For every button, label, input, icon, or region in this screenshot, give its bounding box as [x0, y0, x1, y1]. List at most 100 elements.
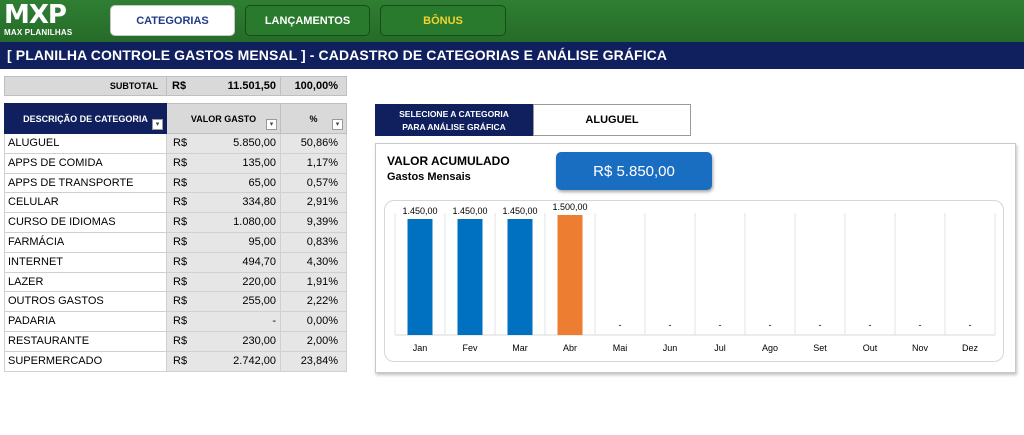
row-category: INTERNET: [4, 252, 167, 273]
table-body: ALUGUEL R$ 5.850,00 50,86% APPS DE COMIDA R$ 1…: [4, 134, 347, 372]
header-description: DESCRIÇÃO DE CATEGORIA ▾: [4, 103, 167, 134]
x-tick-label: Mar: [512, 343, 528, 353]
table-row[interactable]: INTERNET R$ 494,70 4,30%: [4, 252, 347, 273]
row-currency: R$: [173, 315, 188, 328]
row-category: ALUGUEL: [4, 134, 167, 154]
bar-mar[interactable]: [507, 219, 533, 335]
row-percent: 50,86%: [281, 134, 347, 154]
data-label: -: [669, 320, 672, 330]
filter-dropdown-icon[interactable]: ▾: [266, 119, 277, 130]
row-category: RESTAURANTE: [4, 331, 167, 352]
row-value: R$ 494,70: [167, 252, 281, 273]
table-row[interactable]: OUTROS GASTOS R$ 255,00 2,22%: [4, 292, 347, 313]
bar-fev[interactable]: [457, 219, 483, 335]
table-row[interactable]: PADARIA R$ -0,00%: [4, 312, 347, 332]
row-currency: R$: [173, 255, 188, 268]
data-label: 1.450,00: [452, 206, 487, 216]
subtotal-percent: 100,00%: [281, 76, 347, 96]
row-percent: 23,84%: [281, 351, 347, 372]
filter-dropdown-icon[interactable]: ▾: [332, 119, 343, 130]
row-category: PADARIA: [4, 312, 167, 332]
row-category: FARMÁCIA: [4, 232, 167, 253]
top-navigation-bar: MXP MAX PLANILHAS CATEGORIAS LANÇAMENTOS…: [0, 0, 1024, 42]
row-category: CELULAR: [4, 193, 167, 214]
row-value: R$ 2.742,00: [167, 351, 281, 372]
row-amount: 1.080,00: [233, 216, 276, 229]
row-amount: 255,00: [242, 295, 276, 308]
row-value: R$ 1.080,00: [167, 213, 281, 233]
tab-categorias[interactable]: CATEGORIAS: [110, 5, 235, 36]
category-table: DESCRIÇÃO DE CATEGORIA ▾ VALOR GASTO ▾ %…: [4, 103, 347, 372]
x-tick-label: Jan: [413, 343, 428, 353]
data-label: -: [869, 320, 872, 330]
chart-subtitle: Gastos Mensais: [387, 171, 471, 183]
x-tick-label: Ago: [762, 343, 778, 353]
x-tick-label: Jul: [714, 343, 726, 353]
row-currency: R$: [173, 216, 188, 229]
x-tick-label: Out: [863, 343, 878, 353]
row-value: R$ 334,80: [167, 193, 281, 214]
row-category: LAZER: [4, 272, 167, 293]
row-percent: 2,00%: [281, 331, 347, 352]
x-tick-label: Set: [813, 343, 827, 353]
selected-category-dropdown[interactable]: ALUGUEL: [533, 104, 691, 136]
table-row[interactable]: CELULAR R$ 334,80 2,91%: [4, 193, 347, 214]
bar-jan[interactable]: [407, 219, 433, 335]
data-label: 1.450,00: [502, 206, 537, 216]
data-label: 1.450,00: [402, 206, 437, 216]
x-tick-label: Mai: [613, 343, 628, 353]
table-row[interactable]: RESTAURANTE R$ 230,00 2,00%: [4, 331, 347, 352]
row-value: R$ 65,00: [167, 173, 281, 194]
x-tick-label: Jun: [663, 343, 678, 353]
chart-title: VALOR ACUMULADO: [387, 154, 510, 168]
page-title: [ PLANILHA CONTROLE GASTOS MENSAL ] - CA…: [0, 42, 1024, 69]
row-currency: R$: [173, 196, 188, 209]
logo-mark: MXP: [4, 0, 67, 30]
row-amount: 230,00: [242, 334, 276, 347]
data-label: -: [769, 320, 772, 330]
bar-abr[interactable]: [557, 215, 583, 335]
row-value: R$ -: [167, 312, 281, 332]
row-currency: R$: [173, 334, 188, 347]
row-amount: 494,70: [242, 255, 276, 268]
header-percent-label: %: [309, 113, 318, 124]
table-row[interactable]: CURSO DE IDIOMAS R$ 1.080,00 9,39%: [4, 213, 347, 233]
category-selector: SELECIONE A CATEGORIA PARA ANÁLISE GRÁFI…: [375, 104, 691, 136]
row-currency: R$: [173, 235, 188, 248]
row-percent: 0,00%: [281, 312, 347, 332]
row-percent: 2,91%: [281, 193, 347, 214]
row-value: R$ 220,00: [167, 272, 281, 293]
tab-lancamentos[interactable]: LANÇAMENTOS: [245, 5, 370, 36]
table-row[interactable]: LAZER R$ 220,00 1,91%: [4, 272, 347, 293]
subtotal-value: R$ 11.501,50: [167, 76, 281, 96]
table-row[interactable]: ALUGUEL R$ 5.850,00 50,86%: [4, 134, 347, 154]
row-currency: R$: [173, 295, 188, 308]
row-value: R$ 255,00: [167, 292, 281, 313]
table-row[interactable]: SUPERMERCADO R$ 2.742,00 23,84%: [4, 351, 347, 372]
row-amount: 220,00: [242, 275, 276, 288]
subtotal-label: SUBTOTAL: [4, 76, 167, 96]
table-header: DESCRIÇÃO DE CATEGORIA ▾ VALOR GASTO ▾ %…: [4, 103, 347, 134]
row-percent: 0,57%: [281, 173, 347, 194]
chart-svg: 1.450,00 Jan 1.450,00 Fev 1.450,00 Mar 1.500,0…: [394, 202, 996, 353]
row-category: OUTROS GASTOS: [4, 292, 167, 313]
table-row[interactable]: FARMÁCIA R$ 95,00 0,83%: [4, 232, 347, 253]
x-tick-label: Fev: [462, 343, 478, 353]
row-amount: 334,80: [242, 196, 276, 209]
sort-filter-icon[interactable]: ▾: [152, 119, 163, 130]
header-percent: % ▾: [281, 103, 347, 134]
row-currency: R$: [173, 156, 188, 169]
row-currency: R$: [173, 275, 188, 288]
row-percent: 9,39%: [281, 213, 347, 233]
selector-label-line2: PARA ANÁLISE GRÁFICA: [402, 122, 506, 132]
tab-bonus[interactable]: BÔNUS: [380, 5, 506, 36]
row-percent: 4,30%: [281, 252, 347, 273]
table-row[interactable]: APPS DE COMIDA R$ 135,00 1,17%: [4, 153, 347, 174]
row-amount: 2.742,00: [233, 354, 276, 367]
row-amount: 135,00: [242, 156, 276, 169]
row-currency: R$: [173, 176, 188, 189]
accumulated-value-badge: R$ 5.850,00: [556, 152, 712, 190]
logo-subtitle: MAX PLANILHAS: [4, 28, 73, 37]
x-tick-label: Nov: [912, 343, 929, 353]
table-row[interactable]: APPS DE TRANSPORTE R$ 65,00 0,57%: [4, 173, 347, 194]
